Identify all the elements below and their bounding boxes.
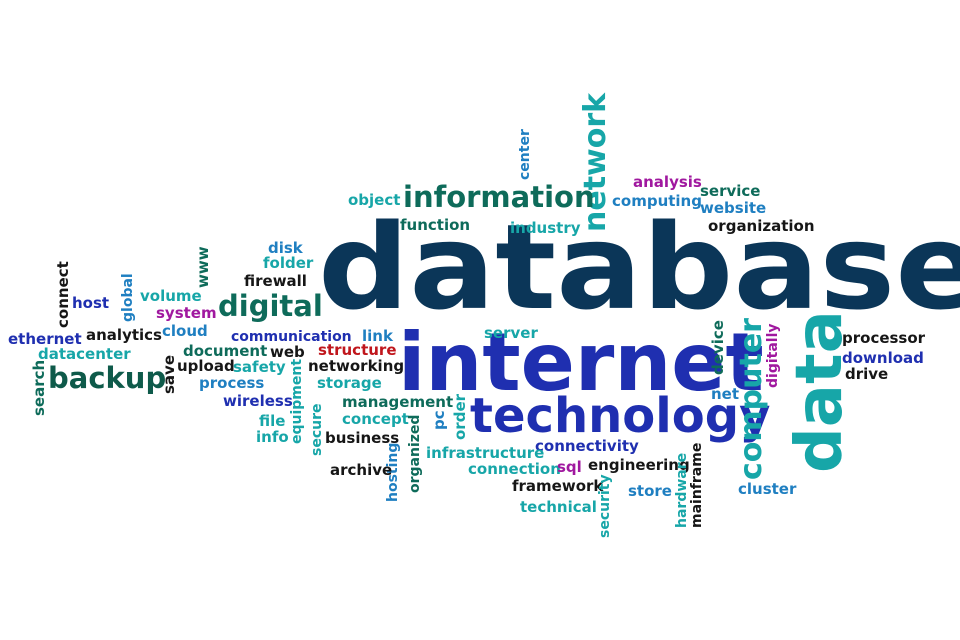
word-function: function: [400, 216, 471, 234]
word-order: order: [451, 393, 469, 440]
word-technical: technical: [520, 498, 597, 516]
word-firewall: firewall: [244, 272, 307, 290]
word-processor: processor: [842, 329, 926, 347]
word-communication: communication: [231, 329, 352, 345]
word-networking: networking: [308, 357, 405, 375]
word-wireless: wireless: [223, 392, 293, 410]
word-server: server: [484, 324, 538, 342]
word-equipment: equipment: [289, 358, 305, 444]
word-store: store: [628, 482, 672, 500]
word-upload: upload: [177, 357, 235, 375]
word-organized: organized: [407, 414, 423, 493]
word-framework: framework: [512, 477, 604, 495]
word-computing: computing: [612, 192, 702, 210]
word-structure: structure: [318, 341, 397, 359]
word-industry: industry: [510, 219, 581, 237]
word-engineering: engineering: [588, 456, 690, 474]
word-system: system: [156, 304, 217, 322]
word-info: info: [256, 428, 289, 446]
word-disk: disk: [268, 239, 303, 257]
word-volume: volume: [140, 287, 202, 305]
word-digitally: digitally: [765, 323, 781, 388]
word-infrastructure: infrastructure: [426, 444, 545, 462]
word-mainframe: mainframe: [689, 442, 705, 528]
word-information: information: [403, 180, 595, 214]
word-storage: storage: [317, 374, 382, 392]
word-web: web: [270, 343, 305, 361]
word-security: security: [597, 474, 613, 538]
word-object: object: [348, 191, 401, 209]
word-website: website: [700, 199, 767, 217]
word-device: device: [709, 320, 727, 375]
word-link: link: [362, 327, 393, 345]
word-connection: connection: [468, 460, 561, 478]
word-cloud: cloud: [162, 322, 208, 340]
word-drive: drive: [845, 365, 889, 383]
word-save: save: [160, 354, 178, 394]
word-concept: concept: [342, 410, 409, 428]
word-technology: technology: [470, 388, 771, 444]
word-service: service: [700, 182, 761, 200]
word-file: file: [259, 412, 286, 430]
word-archive: archive: [330, 461, 393, 479]
word-digital: digital: [218, 289, 323, 323]
word-management: management: [342, 393, 454, 411]
word-www: www: [194, 246, 212, 288]
word-database: database: [318, 198, 960, 336]
word-connect: connect: [54, 261, 72, 328]
word-secure: secure: [309, 403, 325, 457]
word-document: document: [183, 342, 268, 360]
word-ethernet: ethernet: [8, 330, 82, 348]
word-search: search: [30, 359, 48, 416]
word-organization: organization: [708, 217, 815, 235]
word-analysis: analysis: [633, 173, 702, 191]
word-cluster: cluster: [738, 480, 797, 498]
word-center: center: [517, 129, 533, 180]
word-connectivity: connectivity: [535, 437, 639, 455]
word-analytics: analytics: [86, 326, 162, 344]
word-safety: safety: [233, 358, 286, 376]
word-net: net: [711, 385, 740, 403]
word-hardware: hardware: [674, 452, 690, 528]
word-datacenter: datacenter: [38, 345, 131, 363]
word-process: process: [199, 374, 265, 392]
word-global: global: [120, 273, 136, 322]
word-sql: sql: [557, 458, 582, 476]
word-pc: pc: [430, 410, 448, 430]
word-download: download: [842, 349, 924, 367]
word-folder: folder: [263, 254, 314, 272]
word-backup: backup: [48, 361, 167, 395]
word-computer: computer: [734, 318, 769, 480]
word-host: host: [72, 294, 110, 312]
word-business: business: [325, 429, 400, 447]
word-internet: internet: [398, 316, 764, 409]
